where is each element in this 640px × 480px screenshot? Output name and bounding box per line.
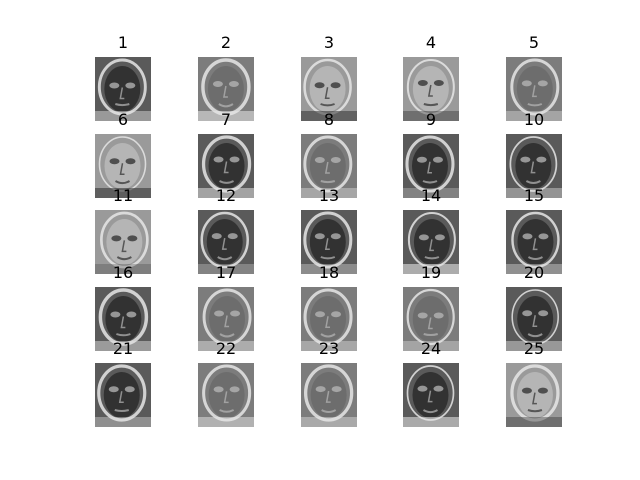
eigenface-icon [506, 57, 562, 121]
eigenface-icon [198, 287, 254, 351]
panel-title: 22 [215, 339, 237, 358]
eigenface-icon [403, 57, 459, 121]
eigenface-panel [301, 363, 357, 427]
panel-title: 19 [420, 263, 442, 282]
eigenface-panel [95, 134, 151, 198]
eigenface-icon [95, 134, 151, 198]
eigenface-icon [198, 134, 254, 198]
panel-title: 17 [215, 263, 237, 282]
panel-title: 21 [112, 339, 134, 358]
panel-title: 20 [523, 263, 545, 282]
eigenface-panel [95, 363, 151, 427]
panel-title: 25 [523, 339, 545, 358]
panel-title: 13 [318, 186, 340, 205]
panel-title: 8 [323, 110, 335, 129]
panel-title: 14 [420, 186, 442, 205]
panel-title: 11 [112, 186, 134, 205]
eigenface-icon [95, 287, 151, 351]
eigenface-icon [506, 210, 562, 274]
eigenface-panel [403, 210, 459, 274]
panel-title: 23 [318, 339, 340, 358]
panel-title: 4 [425, 33, 437, 52]
panel-title: 3 [323, 33, 335, 52]
eigenface-icon [506, 134, 562, 198]
eigenface-icon [95, 57, 151, 121]
eigenface-icon [198, 363, 254, 427]
eigenface-panel [198, 287, 254, 351]
eigenface-panel [506, 134, 562, 198]
eigenface-panel [198, 363, 254, 427]
panel-title: 1 [117, 33, 129, 52]
eigenface-panel [506, 287, 562, 351]
eigenface-icon [506, 363, 562, 427]
eigenface-icon [403, 210, 459, 274]
eigenface-panel [506, 210, 562, 274]
eigenface-icon [95, 363, 151, 427]
panel-title: 6 [117, 110, 129, 129]
eigenface-icon [301, 287, 357, 351]
eigenface-panel [95, 287, 151, 351]
eigenface-icon [95, 210, 151, 274]
eigenface-panel [403, 57, 459, 121]
eigenface-panel [95, 57, 151, 121]
panel-title: 9 [425, 110, 437, 129]
eigenface-panel [301, 134, 357, 198]
eigenface-panel [198, 134, 254, 198]
eigenface-icon [301, 210, 357, 274]
panel-title: 5 [528, 33, 540, 52]
eigenface-icon [403, 363, 459, 427]
eigenface-panel [301, 287, 357, 351]
eigenface-panel [301, 210, 357, 274]
eigenface-panel [506, 363, 562, 427]
panel-title: 15 [523, 186, 545, 205]
panel-title: 10 [523, 110, 545, 129]
panel-title: 16 [112, 263, 134, 282]
panel-title: 2 [220, 33, 232, 52]
eigenface-icon [403, 134, 459, 198]
eigenface-panel [506, 57, 562, 121]
panel-title: 7 [220, 110, 232, 129]
eigenface-icon [301, 134, 357, 198]
eigenface-panel [403, 363, 459, 427]
eigenface-panel [95, 210, 151, 274]
eigenface-icon [403, 287, 459, 351]
panel-title: 24 [420, 339, 442, 358]
eigenface-icon [198, 57, 254, 121]
eigenface-icon [506, 287, 562, 351]
eigenface-panel [403, 287, 459, 351]
panel-title: 18 [318, 263, 340, 282]
eigenface-icon [198, 210, 254, 274]
eigenface-panel [403, 134, 459, 198]
eigenface-panel [198, 210, 254, 274]
panel-title: 12 [215, 186, 237, 205]
eigenface-panel [301, 57, 357, 121]
eigenface-panel [198, 57, 254, 121]
eigenface-icon [301, 363, 357, 427]
eigenface-icon [301, 57, 357, 121]
